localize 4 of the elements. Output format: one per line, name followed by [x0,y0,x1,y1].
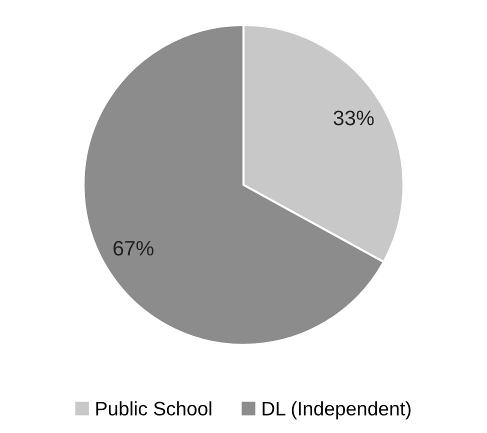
legend-label: DL (Independent) [262,401,411,420]
data-label: 33% [334,110,374,126]
legend-label: Public School [96,401,212,416]
data-label: 67% [114,240,154,256]
